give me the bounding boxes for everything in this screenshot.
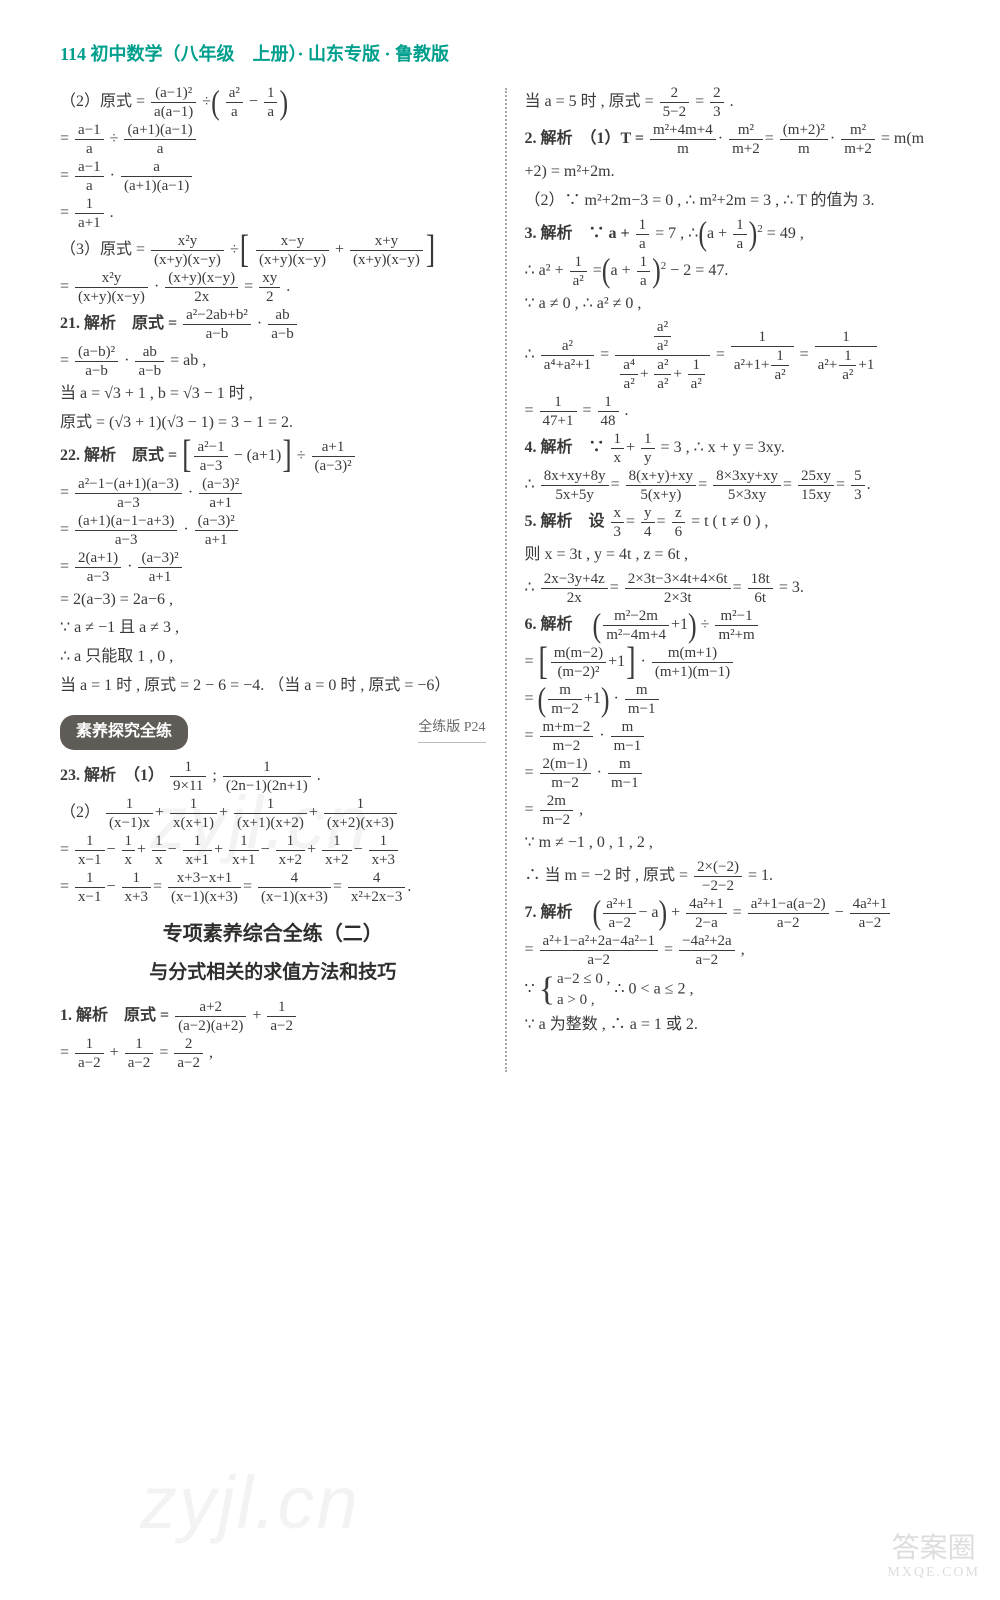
text: （2）原式 = — [60, 93, 145, 110]
column-divider — [504, 88, 507, 1072]
q22: 22. 解析 原式 = — [60, 447, 177, 464]
p1: 1. 解析 原式 = — [60, 1007, 169, 1024]
p6: 6. 解析 — [525, 616, 589, 633]
page-ref: 全练版 P24 — [418, 715, 485, 743]
q21: 21. 解析 原式 = — [60, 315, 177, 332]
left-column: （2）原式 = (a−1)²a(a−1) ÷( a²a − 1a) = a−1a… — [60, 84, 486, 1072]
nested-fraction: a²a² a⁴a²+ a²a²+ 1a² — [615, 318, 710, 393]
p2: 2. 解析 （1）T = — [525, 130, 645, 147]
p7: 7. 解析 — [525, 904, 589, 921]
watermark-logo: 答案圈 MXQE.COM — [887, 1534, 980, 1580]
watermark-2: zyjl.cn — [140, 1460, 360, 1545]
p3: 3. 解析 ∵ a + — [525, 225, 630, 242]
p5: 5. 解析 设 — [525, 514, 605, 531]
sub-title: 与分式相关的求值方法和技巧 — [60, 956, 486, 990]
major-title: 专项素养综合全练（二） — [60, 916, 486, 952]
section-pill: 素养探究全练 — [60, 715, 188, 750]
fraction: (a−1)²a(a−1) — [151, 84, 196, 121]
p4: 4. 解析 ∵ — [525, 440, 605, 457]
page-header: 114 初中数学（八年级 上册）· 山东专版 · 鲁教版 — [60, 40, 950, 66]
right-column: 当 a = 5 时 , 原式 = 25−2 = 23 . 2. 解析 （1）T … — [525, 84, 951, 1072]
q23: 23. 解析 （1） — [60, 767, 164, 784]
